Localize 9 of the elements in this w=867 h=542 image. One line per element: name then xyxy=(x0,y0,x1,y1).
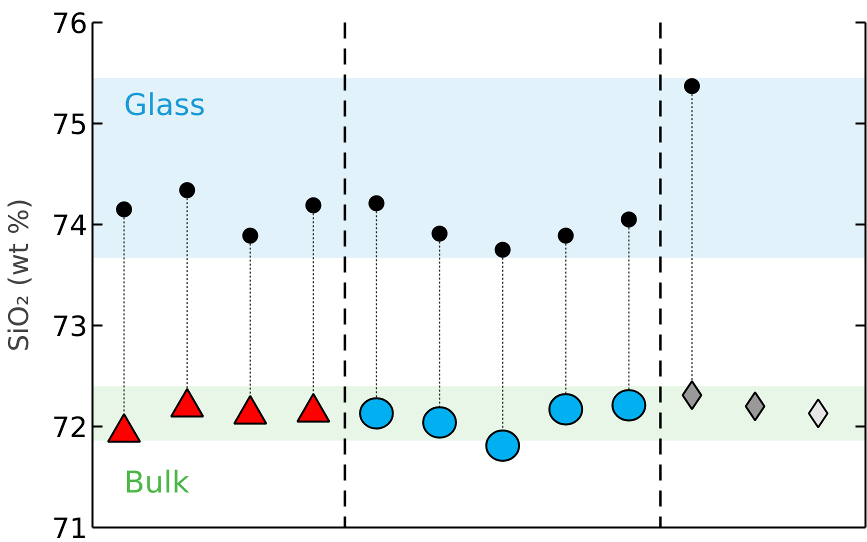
y-tick-label: 71 xyxy=(52,512,88,542)
y-tick-label: 74 xyxy=(52,209,88,242)
band-label: Bulk xyxy=(124,466,190,501)
y-axis-title: SiO₂ (wt %) xyxy=(4,198,35,352)
y-tick-label: 72 xyxy=(52,411,88,444)
y-tick-label: 73 xyxy=(52,310,88,343)
band-label: Glass xyxy=(124,88,206,124)
y-tick-label: 75 xyxy=(52,108,88,141)
y-tick-label: 76 xyxy=(52,7,88,40)
